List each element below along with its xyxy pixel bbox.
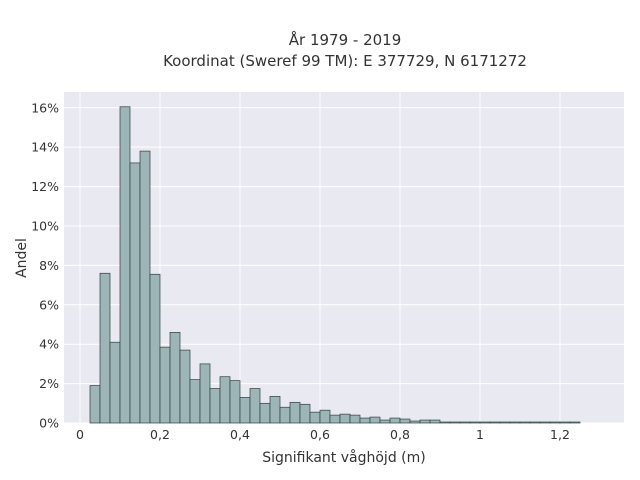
histogram-bar [449,421,461,424]
x-tick-label: 1 [476,427,484,442]
histogram-bar [509,421,521,424]
y-tick-label: 10% [31,218,59,233]
histogram-bar [419,419,431,424]
histogram-bar [129,162,141,424]
histogram-bar [479,421,491,424]
histogram-bar [469,421,481,424]
chart-title: År 1979 - 2019 [289,30,402,49]
histogram-bar [369,416,381,424]
y-tick-label: 8% [39,258,59,273]
histogram-bar [399,418,411,424]
histogram-bar [249,388,261,424]
histogram-bar [359,417,371,424]
y-axis-label: Andel [14,238,30,278]
histogram-bar [529,421,541,424]
histogram-bar [349,414,361,424]
histogram-bar [239,397,251,424]
histogram-bar [159,346,171,424]
histogram-bar [219,376,231,424]
histogram-bar [519,421,531,424]
histogram-bar [379,419,391,424]
histogram-bar [139,150,151,424]
histogram-bar [309,411,321,424]
histogram-bar [279,406,291,424]
histogram-bar [119,106,131,424]
histogram-bar [269,396,281,424]
histogram-bar [539,421,551,424]
x-tick-label: 0,2 [150,427,170,442]
histogram-bar [329,414,341,424]
histogram-bar [189,379,201,424]
y-tick-label: 0% [39,416,59,431]
histogram-bar [429,419,441,424]
histogram-bar [179,349,191,424]
y-tick-label: 4% [39,337,59,352]
histogram-bar [99,272,111,424]
histogram-bar [559,421,571,424]
histogram-bar [209,388,221,424]
histogram-bar [409,420,421,424]
histogram-bar [569,421,581,424]
histogram-bar [199,363,211,424]
histogram-bar [339,413,351,424]
y-tick-label: 14% [31,140,59,155]
x-axis-ticks: 0 0,2 0,4 0,6 0,8 1 1,2 [76,427,570,442]
x-axis-label: Signifikant våghöjd (m) [262,449,425,466]
x-tick-label: 0,4 [230,427,250,442]
x-tick-label: 1,2 [550,427,570,442]
histogram-bar [109,341,121,424]
histogram-bar [169,332,181,424]
x-tick-label: 0,6 [310,427,330,442]
histogram-bar [289,401,301,424]
histogram-bar [389,417,401,424]
histogram-bar [229,380,241,424]
y-axis-ticks: 0% 2% 4% 6% 8% 10% 12% 14% 16% [31,100,59,430]
x-tick-label: 0,8 [390,427,410,442]
y-tick-label: 12% [31,179,59,194]
histogram-bars [89,106,581,424]
histogram-bar [489,421,501,424]
x-tick-label: 0 [76,427,84,442]
histogram-bar [549,421,561,424]
y-tick-label: 2% [39,376,59,391]
histogram-bar [89,385,101,424]
histogram-bar [319,409,331,424]
histogram-bar [259,402,271,424]
y-tick-label: 16% [31,100,59,115]
chart-subtitle: Koordinat (Sweref 99 TM): E 377729, N 61… [163,52,527,70]
histogram-bar [299,403,311,424]
histogram-bar [439,421,451,424]
histogram-bar [149,273,161,424]
histogram-bar [459,421,471,424]
histogram-bar [499,421,511,424]
y-tick-label: 6% [39,297,59,312]
